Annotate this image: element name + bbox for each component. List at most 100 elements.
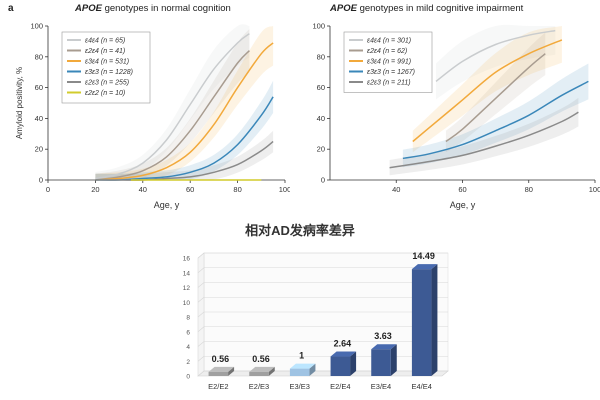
- bar-side-1: [268, 366, 275, 376]
- c1-series-line-0: [95, 33, 250, 180]
- bar-value-label-3: 2.64: [334, 339, 352, 349]
- c2-legend-label-2: ε3ε4 (n = 991): [367, 59, 411, 66]
- c1-y-tick-label: 20: [35, 145, 43, 154]
- bar-gridline-diag: [197, 267, 205, 273]
- bar-y-tick-label: 8: [186, 315, 190, 322]
- c1-legend-box: [61, 31, 151, 104]
- c1-series-line-4: [95, 140, 274, 181]
- c2-legend-label-3: ε3ε3 (n = 1267): [367, 69, 415, 76]
- bar-value-label-4: 3.63: [374, 331, 392, 341]
- c2-band-2: [412, 26, 562, 153]
- c1-x-tick-label: 20: [91, 185, 99, 194]
- bar-5: [411, 269, 432, 376]
- c1-x-tick-label: 60: [186, 185, 194, 194]
- c1-band-0: [95, 24, 250, 181]
- c1-y-tick-label: 60: [35, 83, 43, 92]
- c2-x-tick-label: 40: [392, 185, 400, 194]
- bar-gridline-diag: [197, 326, 205, 332]
- c1-legend-label-5: ε2ε2 (n = 10): [85, 90, 125, 97]
- c2-series-line-2: [412, 39, 563, 143]
- bar-y-tick-label: 16: [183, 256, 191, 263]
- c2-y-tick-label: 80: [317, 52, 325, 61]
- c1-x-tick-label: 80: [233, 185, 241, 194]
- c1-series-line-2: [95, 42, 274, 181]
- c2-band-4: [389, 97, 579, 176]
- bar-category-label-1: E2/E3: [249, 382, 269, 391]
- c2-y-tick-label: 0: [321, 176, 325, 185]
- c1-legend-label-3: ε3ε3 (n = 1228): [85, 69, 133, 76]
- bar-2: [289, 368, 310, 376]
- bar-y-tick-label: 10: [183, 300, 191, 307]
- c2-x-tick-label: 100: [589, 185, 600, 194]
- c1-band-1: [95, 29, 250, 181]
- panel-letter: a: [8, 3, 14, 14]
- c1-x-tick-label: 40: [139, 185, 147, 194]
- c2-band-3: [402, 63, 589, 168]
- chart1-title-rest: genotypes in normal cognition: [101, 3, 231, 14]
- c1-y-tick-label: 40: [35, 114, 43, 123]
- bar-1: [249, 371, 269, 376]
- c2-band-0: [436, 24, 556, 100]
- chart1-title: APOE genotypes in normal cognition: [75, 3, 231, 14]
- chart2-title-em: APOE: [330, 3, 357, 14]
- c1-x-tick-label: 0: [46, 185, 50, 194]
- c1-band-2: [95, 26, 274, 181]
- c2-series-line-0: [435, 29, 556, 82]
- c1-y-tick-label: 100: [30, 22, 43, 31]
- c1-y-tick-label: 0: [39, 176, 43, 185]
- bar-category-label-3: E2/E4: [330, 382, 350, 391]
- bar-side-5: [431, 264, 438, 376]
- bar-value-label-0: 0.56: [212, 354, 230, 364]
- bar-gridline-diag: [197, 297, 205, 303]
- c2-x-tick-label: 60: [458, 185, 466, 194]
- c2-y-tick-label: 100: [312, 22, 325, 31]
- c2-series-line-4: [389, 111, 579, 169]
- bar-gridline-diag: [197, 282, 205, 288]
- bar-3: [330, 356, 351, 376]
- c2-legend-label-1: ε2ε4 (n = 62): [367, 48, 407, 55]
- bar-y-tick-label: 14: [183, 270, 191, 277]
- c1-band-3: [95, 80, 274, 181]
- bar-top-1: [249, 366, 275, 372]
- bar-top-3: [330, 351, 357, 357]
- bar-side-3: [350, 351, 357, 376]
- c1-legend-label-0: ε4ε4 (n = 65): [85, 38, 125, 45]
- c1-y-label: Amyloid positivity, %: [15, 67, 24, 139]
- chart2-title-rest: genotypes in mild cognitive impairment: [356, 3, 524, 14]
- bar-side-4: [390, 344, 397, 376]
- chart2-title: APOE genotypes in mild cognitive impairm…: [330, 3, 523, 14]
- c1-x-tick-label: 100: [279, 185, 290, 194]
- c2-series-line-1: [445, 53, 546, 143]
- bar-side-2: [309, 363, 316, 376]
- bar-gridline-diag: [197, 252, 205, 259]
- c2-legend-label-0: ε4ε4 (n = 301): [367, 38, 411, 45]
- c1-legend-label-1: ε2ε4 (n = 41): [85, 48, 125, 55]
- bar-0: [208, 371, 229, 376]
- bar-category-label-5: E4/E4: [411, 382, 431, 391]
- bar-gridline-diag: [197, 311, 205, 318]
- c2-x-label: Age, y: [450, 200, 476, 210]
- bar-y-tick-label: 2: [186, 359, 190, 366]
- bar-value-label-5: 14.49: [412, 251, 435, 261]
- bar-y-tick-label: 4: [186, 344, 190, 351]
- mci-chart: 40 60 80 100 0 20 40 60 80 100 Age, y ε4ε4 (n = 301…: [312, 22, 600, 211]
- c2-legend-label-4: ε2ε3 (n = 211): [367, 80, 411, 87]
- bar-top-0: [208, 366, 235, 372]
- bar-gridline-diag: [197, 356, 205, 362]
- bar-gridline-diag: [197, 341, 205, 347]
- c2-y-tick-label: 40: [317, 114, 325, 123]
- bar-y-tick-label: 6: [186, 329, 190, 336]
- bar-category-label-0: E2/E2: [208, 382, 228, 391]
- c2-series-line-3: [402, 80, 589, 160]
- c1-series-line-1: [95, 50, 250, 181]
- relative-incidence-bar-chart: 0 2 4 6 8 10 12 14 16 0.56 E2/E2 0.56 E2/E3 1 E3/E3 2.6…: [183, 251, 449, 391]
- c1-y-tick-label: 80: [35, 52, 43, 61]
- bar-side-0: [228, 366, 235, 376]
- chart1-title-em: APOE: [75, 3, 102, 14]
- bar-value-label-2: 1: [299, 351, 304, 361]
- bar-top-5: [411, 264, 438, 270]
- bar-top-2: [289, 363, 316, 369]
- bar-category-label-4: E3/E4: [371, 382, 391, 391]
- bar-y-tick-label: 0: [186, 374, 190, 381]
- c1-x-label: Age, y: [154, 200, 180, 210]
